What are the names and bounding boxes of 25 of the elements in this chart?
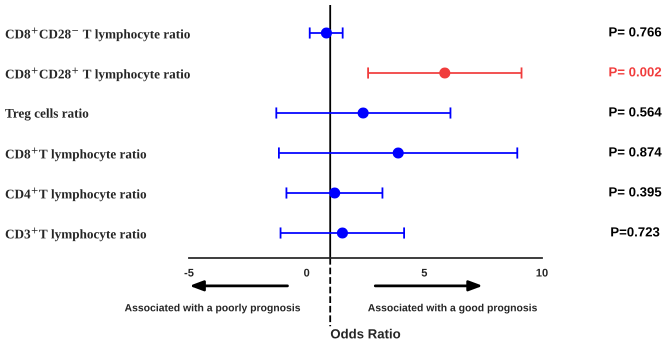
- text: P=0.723: [611, 227, 660, 237]
- text: P= 0.002: [609, 67, 662, 77]
- text: P= 0.564: [609, 107, 662, 117]
- y-tick-label: CD8$^{+}$CD28$^{+}$ T lymphocyte ratio: [6, 68, 190, 82]
- text: Associated with a poorly prognosis: [124, 304, 300, 314]
- point: [439, 67, 450, 79]
- x-tick-label: 0: [304, 268, 310, 277]
- text: P= 0.395: [609, 187, 662, 197]
- text: Associated with a good prognosis: [368, 304, 537, 314]
- x-tick-label: -5: [184, 268, 194, 277]
- x-tick-label: 10: [536, 268, 548, 277]
- y-tick-label: CD3$^{+}$T lymphocyte ratio: [6, 228, 146, 242]
- point: [336, 227, 348, 239]
- y-tick-label: CD8$^{+}$CD28$^{−}$ T lymphocyte ratio: [6, 28, 190, 42]
- y-tick-label: CD8$^{+}$T lymphocyte ratio: [6, 148, 146, 162]
- y-tick-label: CD4$^{+}$T lymphocyte ratio: [6, 188, 146, 202]
- point: [392, 147, 404, 159]
- point: [329, 187, 340, 199]
- point: [358, 107, 369, 119]
- point: [320, 27, 332, 39]
- text: P= 0.874: [609, 147, 662, 157]
- x-tick-label: 5: [422, 268, 428, 277]
- x-axis-title: Odds Ratio: [330, 328, 400, 338]
- text: P= 0.766: [609, 27, 662, 37]
- y-tick-label: Treg cells ratio: [5, 108, 88, 120]
